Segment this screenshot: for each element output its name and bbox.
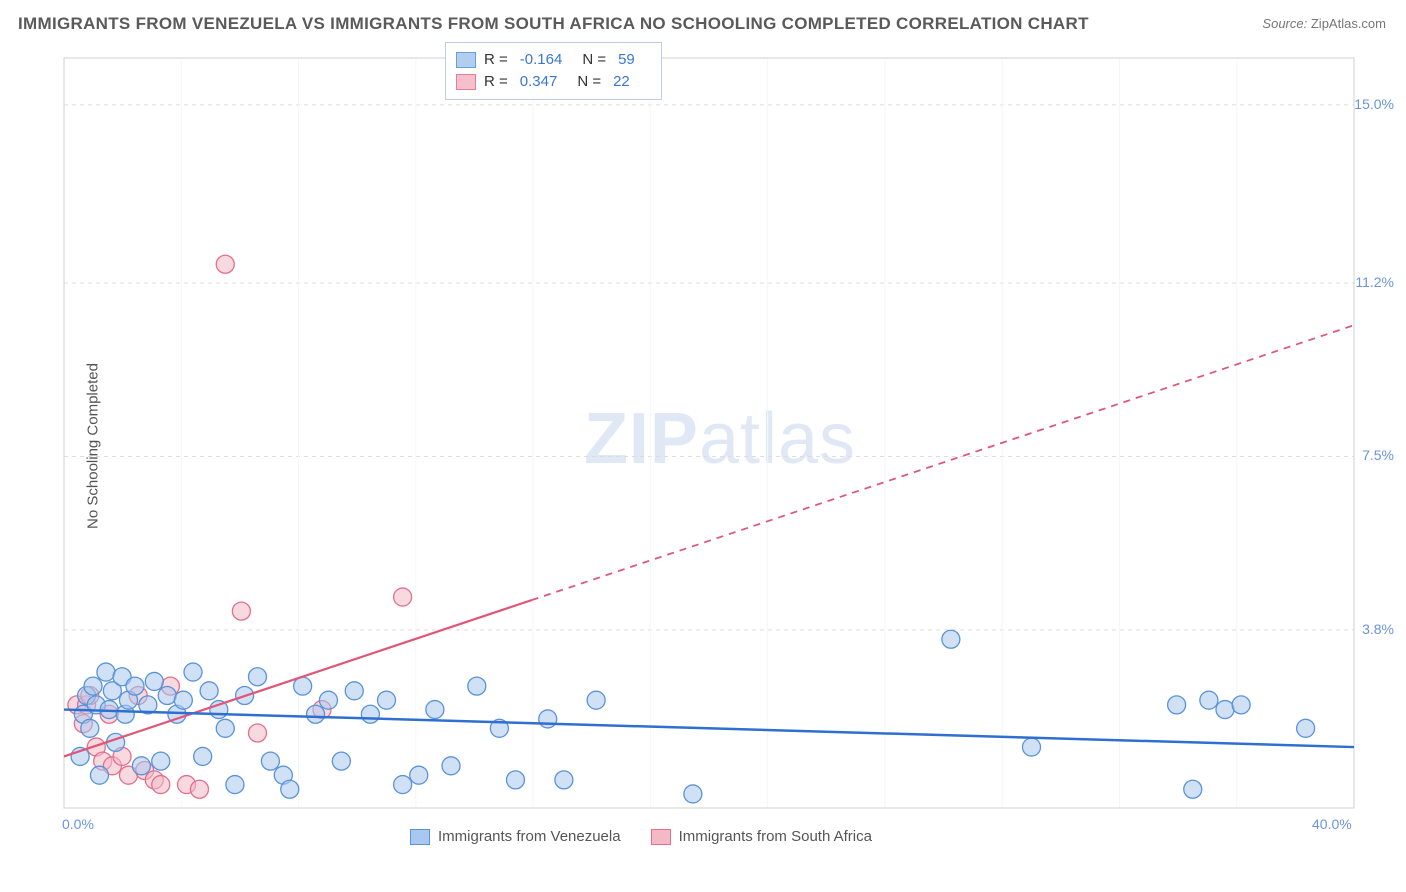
source-label: Source:	[1262, 16, 1307, 31]
r-label: R =	[484, 49, 508, 71]
correlation-legend: R = -0.164 N = 59 R = 0.347 N = 22	[445, 42, 662, 100]
source-name: ZipAtlas.com	[1311, 16, 1386, 31]
series-name: Immigrants from Venezuela	[438, 828, 621, 845]
x-tick-label: 0.0%	[62, 816, 94, 832]
scatter-plot-svg	[54, 48, 1386, 838]
n-value: 22	[613, 71, 630, 93]
n-label: N =	[577, 71, 601, 93]
series-legend-item: Immigrants from South Africa	[651, 828, 872, 845]
legend-row: R = 0.347 N = 22	[456, 71, 647, 93]
n-label: N =	[582, 49, 606, 71]
legend-row: R = -0.164 N = 59	[456, 49, 647, 71]
legend-swatch	[651, 829, 671, 845]
r-label: R =	[484, 71, 508, 93]
series-legend-item: Immigrants from Venezuela	[410, 828, 621, 845]
source-attribution: Source: ZipAtlas.com	[1262, 16, 1386, 31]
series-name: Immigrants from South Africa	[679, 828, 872, 845]
y-tick-label: 3.8%	[1362, 621, 1394, 637]
legend-swatch	[456, 52, 476, 68]
y-tick-label: 7.5%	[1362, 447, 1394, 463]
r-value: -0.164	[520, 49, 563, 71]
chart-title: IMMIGRANTS FROM VENEZUELA VS IMMIGRANTS …	[18, 14, 1089, 34]
series-legend: Immigrants from Venezuela Immigrants from…	[410, 828, 872, 845]
legend-swatch	[410, 829, 430, 845]
legend-swatch	[456, 74, 476, 90]
chart-area: ZIPatlas	[54, 48, 1386, 838]
x-tick-label: 40.0%	[1312, 816, 1352, 832]
y-tick-label: 11.2%	[1355, 274, 1394, 290]
r-value: 0.347	[520, 71, 558, 93]
n-value: 59	[618, 49, 635, 71]
y-tick-label: 15.0%	[1354, 96, 1394, 112]
